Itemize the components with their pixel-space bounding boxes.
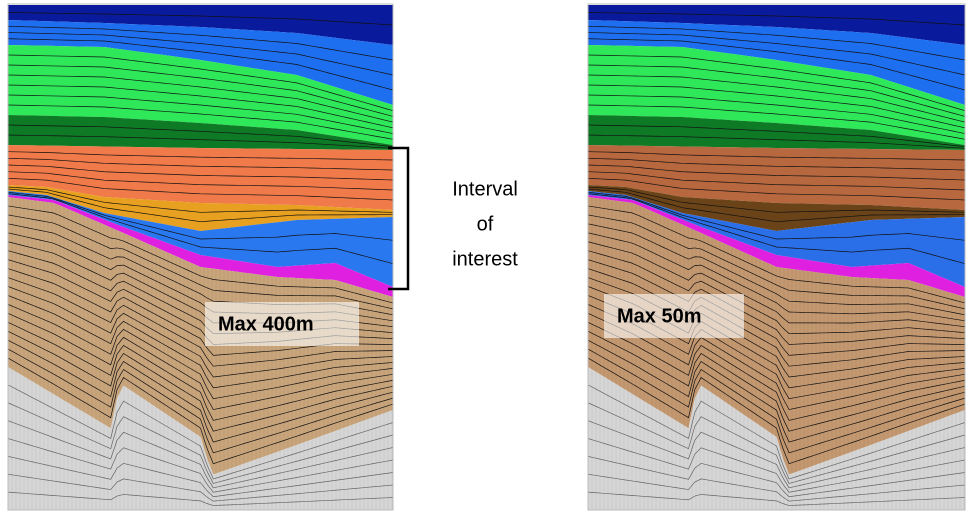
panel-label: Max 50m: [617, 305, 702, 327]
annotation-text: of: [477, 213, 494, 235]
panel-label: Max 400m: [218, 313, 314, 335]
cross-section-left: [8, 5, 393, 510]
annotation-text: Interval: [452, 178, 518, 200]
annotation-text: interest: [452, 248, 518, 270]
figure: Interval of interest Max 400m Max 50m: [0, 0, 967, 512]
cross-section-right: [588, 5, 965, 510]
